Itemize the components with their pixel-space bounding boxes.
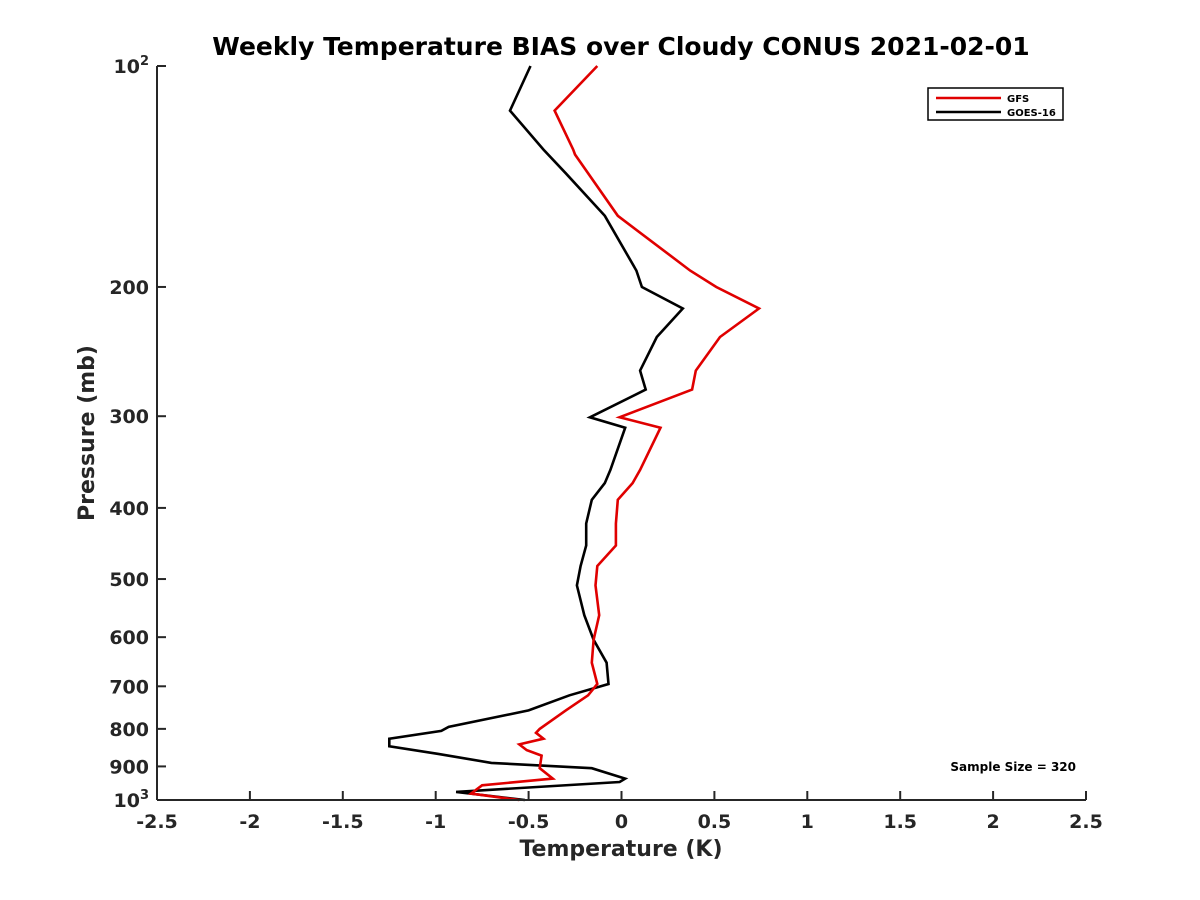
x-ticks: -2.5 -2 -1.5 -1 -0.5 0 0.5 1 1.5 2 2.5 <box>136 791 1103 833</box>
x-tick-label: -1.5 <box>322 811 364 833</box>
x-tick-label: 1 <box>801 811 814 833</box>
y-tick-label: 600 <box>109 627 149 649</box>
y-tick-base: 10 <box>114 56 140 78</box>
sample-size-annotation: Sample Size = 320 <box>950 760 1076 774</box>
x-tick-label: 0.5 <box>698 811 732 833</box>
y-tick-label: 102 <box>114 54 150 78</box>
y-tick-label: 800 <box>109 719 149 741</box>
y-tick-label: 500 <box>109 569 149 591</box>
y-tick-label: 900 <box>109 756 149 778</box>
x-tick-label: -1 <box>425 811 446 833</box>
x-tick-label: 1.5 <box>883 811 917 833</box>
x-axis-label: Temperature (K) <box>519 837 722 862</box>
x-tick-label: -2.5 <box>136 811 178 833</box>
series-line-gfs <box>467 65 762 802</box>
y-tick-label: 200 <box>109 277 149 299</box>
plot-lines <box>387 65 762 802</box>
y-tick-label: 300 <box>109 406 149 428</box>
x-tick-label: 2.5 <box>1069 811 1103 833</box>
y-tick-exponent: 2 <box>140 54 149 69</box>
legend-box <box>927 87 1064 121</box>
legend-label-gfs: GFS <box>1007 94 1029 105</box>
series-line-goes-16 <box>387 65 685 802</box>
y-tick-label: 400 <box>109 498 149 520</box>
y-tick-label: 103 <box>114 788 150 812</box>
legend: GFS GOES-16 <box>927 87 1064 121</box>
y-axis-label: Pressure (mb) <box>75 345 100 521</box>
y-tick-base: 10 <box>114 790 140 812</box>
legend-label-goes-16: GOES-16 <box>1007 108 1056 119</box>
x-tick-label: 2 <box>986 811 999 833</box>
x-tick-label: -2 <box>239 811 260 833</box>
y-tick-label: 700 <box>109 676 149 698</box>
y-tick-exponent: 3 <box>140 788 149 803</box>
x-tick-label: 0 <box>615 811 628 833</box>
x-tick-label: -0.5 <box>508 811 550 833</box>
chart-title: Weekly Temperature BIAS over Cloudy CONU… <box>212 32 1029 61</box>
